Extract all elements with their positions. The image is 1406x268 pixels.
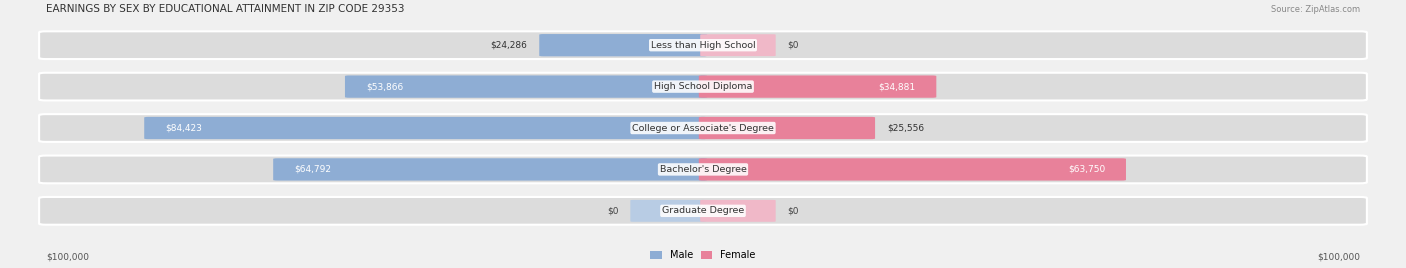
Text: $100,000: $100,000 bbox=[46, 252, 89, 261]
FancyBboxPatch shape bbox=[630, 200, 706, 222]
FancyBboxPatch shape bbox=[39, 197, 1367, 225]
FancyBboxPatch shape bbox=[39, 73, 1367, 100]
Text: $84,423: $84,423 bbox=[165, 124, 202, 132]
Text: Bachelor's Degree: Bachelor's Degree bbox=[659, 165, 747, 174]
Text: $100,000: $100,000 bbox=[1317, 252, 1360, 261]
FancyBboxPatch shape bbox=[700, 34, 776, 56]
FancyBboxPatch shape bbox=[540, 34, 707, 56]
Legend: Male, Female: Male, Female bbox=[647, 246, 759, 264]
Text: College or Associate's Degree: College or Associate's Degree bbox=[633, 124, 773, 132]
Text: $0: $0 bbox=[787, 206, 799, 215]
Text: $34,881: $34,881 bbox=[879, 82, 915, 91]
Text: $53,866: $53,866 bbox=[366, 82, 404, 91]
FancyBboxPatch shape bbox=[699, 76, 936, 98]
Text: $24,286: $24,286 bbox=[489, 41, 527, 50]
FancyBboxPatch shape bbox=[39, 155, 1367, 183]
Text: $63,750: $63,750 bbox=[1067, 165, 1105, 174]
Text: Graduate Degree: Graduate Degree bbox=[662, 206, 744, 215]
Text: $25,556: $25,556 bbox=[887, 124, 925, 132]
FancyBboxPatch shape bbox=[39, 114, 1367, 142]
FancyBboxPatch shape bbox=[699, 158, 1126, 181]
Text: Less than High School: Less than High School bbox=[651, 41, 755, 50]
FancyBboxPatch shape bbox=[699, 117, 875, 139]
Text: High School Diploma: High School Diploma bbox=[654, 82, 752, 91]
FancyBboxPatch shape bbox=[344, 76, 707, 98]
Text: $0: $0 bbox=[787, 41, 799, 50]
FancyBboxPatch shape bbox=[273, 158, 707, 181]
Text: Source: ZipAtlas.com: Source: ZipAtlas.com bbox=[1271, 5, 1360, 14]
Text: $0: $0 bbox=[607, 206, 619, 215]
Text: EARNINGS BY SEX BY EDUCATIONAL ATTAINMENT IN ZIP CODE 29353: EARNINGS BY SEX BY EDUCATIONAL ATTAINMEN… bbox=[46, 4, 405, 14]
FancyBboxPatch shape bbox=[700, 200, 776, 222]
FancyBboxPatch shape bbox=[145, 117, 707, 139]
FancyBboxPatch shape bbox=[39, 31, 1367, 59]
Text: $64,792: $64,792 bbox=[294, 165, 332, 174]
